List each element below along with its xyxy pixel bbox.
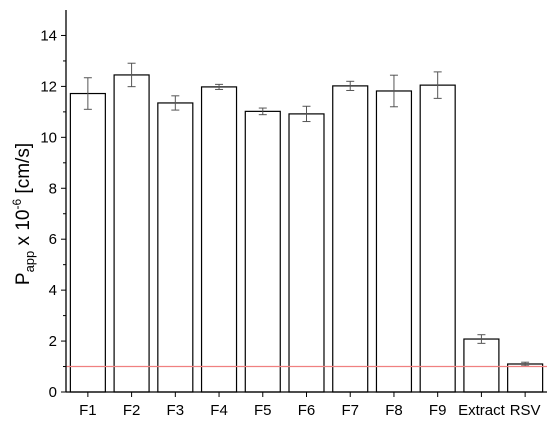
- y-tick-label: 4: [49, 282, 57, 299]
- bar: [200, 86, 238, 393]
- bar: [113, 74, 150, 393]
- y-axis-title-sup: -6: [10, 199, 24, 210]
- bar: [463, 338, 500, 393]
- x-tick-label: F2: [123, 402, 141, 419]
- x-tick-label: F9: [429, 402, 447, 419]
- bar: [244, 110, 281, 393]
- y-axis-title-main: P: [13, 272, 34, 285]
- x-tick-label: F5: [254, 402, 272, 419]
- y-tick-label: 2: [49, 333, 57, 350]
- x-tick-label: F4: [210, 402, 228, 419]
- y-axis-title-mid: x 10: [13, 210, 34, 251]
- bar: [507, 363, 544, 393]
- y-tick-label: 6: [49, 231, 57, 248]
- bar: [157, 102, 194, 393]
- y-tick-label: 8: [49, 180, 57, 197]
- y-axis-title-sub: app: [22, 251, 37, 273]
- y-axis-title: Papp x 10-6 [cm/s]: [10, 143, 37, 285]
- y-tick-label: 10: [40, 129, 57, 146]
- bars-layer: [69, 74, 544, 393]
- x-tick-label: F7: [341, 402, 359, 419]
- x-tick-label: F8: [385, 402, 403, 419]
- y-tick-label: 12: [40, 78, 57, 95]
- y-ticks-layer: 0 2 4 6 8 10 12 14: [40, 27, 66, 401]
- bar: [288, 113, 325, 393]
- y-tick-label: 0: [49, 384, 57, 401]
- x-ticks-layer: F1 F2 F3 F4 F5 F6 F7 F8 F9 Extract RSV: [79, 392, 541, 419]
- x-tick-label: F3: [167, 402, 185, 419]
- bar: [419, 84, 456, 393]
- bar: [69, 92, 106, 393]
- x-tick-label: F1: [79, 402, 97, 419]
- error-bars-layer: [83, 62, 530, 367]
- x-tick-label: Extract: [458, 402, 506, 419]
- x-tick-label: F6: [298, 402, 316, 419]
- bar: [332, 85, 369, 393]
- y-tick-label: 14: [40, 27, 57, 44]
- y-axis-title-unit: [cm/s]: [13, 143, 34, 199]
- x-tick-label: RSV: [510, 402, 541, 419]
- bar: [375, 90, 413, 393]
